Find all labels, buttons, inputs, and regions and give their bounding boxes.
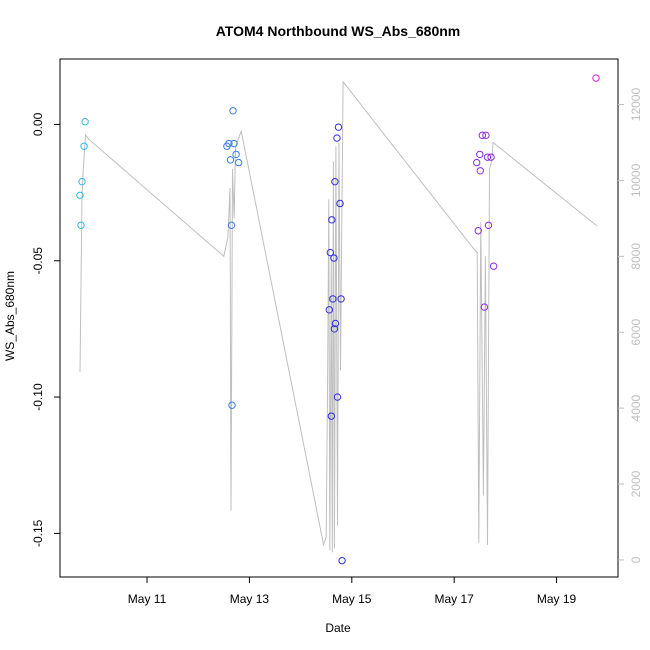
scatter-point — [234, 158, 243, 167]
scatter-point — [328, 216, 336, 224]
scatter-point — [329, 295, 337, 303]
scatter-point — [230, 139, 238, 148]
scatter-point — [77, 221, 85, 230]
scatter-points-layer — [76, 74, 600, 565]
x-tick-label: May 13 — [230, 592, 270, 606]
x-tick-label: May 19 — [537, 592, 577, 606]
right-y-tick-label: 12000 — [629, 88, 643, 122]
x-tick-label: May 11 — [128, 592, 167, 606]
x-tick-label: May 17 — [435, 592, 475, 606]
scatter-point — [226, 156, 235, 164]
right-y-axis: 0 2000 4000 6000 8000 10000 12000 — [618, 88, 643, 563]
line-series-layer — [79, 80, 598, 553]
scatter-point — [81, 118, 89, 126]
scatter-point — [473, 158, 481, 167]
scatter-point — [78, 177, 86, 186]
scatter-point — [228, 401, 236, 409]
y-tick-label: -0.10 — [31, 383, 45, 411]
scatter-point — [229, 107, 237, 115]
scatter-point — [480, 303, 489, 311]
scatter-point — [80, 142, 88, 150]
y-tick-label: -0.05 — [31, 247, 45, 275]
y-axis-label: WS_Abs_680nm — [3, 271, 17, 361]
scatter-point — [330, 325, 339, 333]
scatter-point — [483, 153, 492, 161]
scatter-point — [331, 177, 339, 186]
plot-frame — [59, 58, 619, 578]
y-tick-label: 0.00 — [31, 112, 45, 136]
scatter-point — [484, 221, 493, 230]
scatter-point — [333, 134, 341, 142]
scatter-point — [592, 74, 600, 82]
scatter-point — [326, 248, 334, 257]
scatter-point — [476, 167, 484, 175]
scatter-point — [487, 153, 495, 161]
y-axis: 0.00 -0.05 -0.10 -0.15 — [31, 112, 60, 547]
right-y-tick-label: 0 — [629, 556, 643, 563]
scatter-point — [330, 254, 338, 262]
scatter-point — [333, 393, 342, 401]
y-tick-label: -0.15 — [31, 519, 45, 547]
x-axis: May 11 May 13 May 15 May 17 May 19 — [128, 577, 577, 606]
scatter-point — [478, 131, 487, 140]
scatter-point — [489, 262, 498, 270]
x-axis-label: Date — [325, 621, 351, 635]
scatter-point — [336, 199, 344, 208]
line-series — [79, 80, 598, 553]
scatter-point — [227, 221, 236, 230]
right-y-tick-label: 4000 — [629, 394, 643, 421]
scatter-point — [327, 412, 336, 420]
scatter-point — [76, 191, 84, 200]
scatter-point — [331, 319, 340, 328]
x-tick-label: May 15 — [332, 592, 372, 606]
right-y-tick-label: 8000 — [629, 243, 643, 270]
chart-title: ATOM4 Northbound WS_Abs_680nm — [216, 23, 461, 39]
right-y-tick-label: 6000 — [629, 319, 643, 346]
scatter-point — [476, 150, 484, 159]
scatter-point — [337, 295, 345, 303]
scatter-point — [334, 123, 343, 131]
scatter-point — [474, 227, 482, 235]
scatter-point — [338, 556, 346, 565]
right-y-tick-label: 2000 — [629, 470, 643, 497]
scatter-point — [225, 139, 233, 148]
scatter-point — [325, 306, 333, 314]
scatter-point — [232, 150, 240, 159]
right-y-tick-label: 10000 — [629, 163, 643, 197]
scatter-point — [482, 131, 490, 140]
